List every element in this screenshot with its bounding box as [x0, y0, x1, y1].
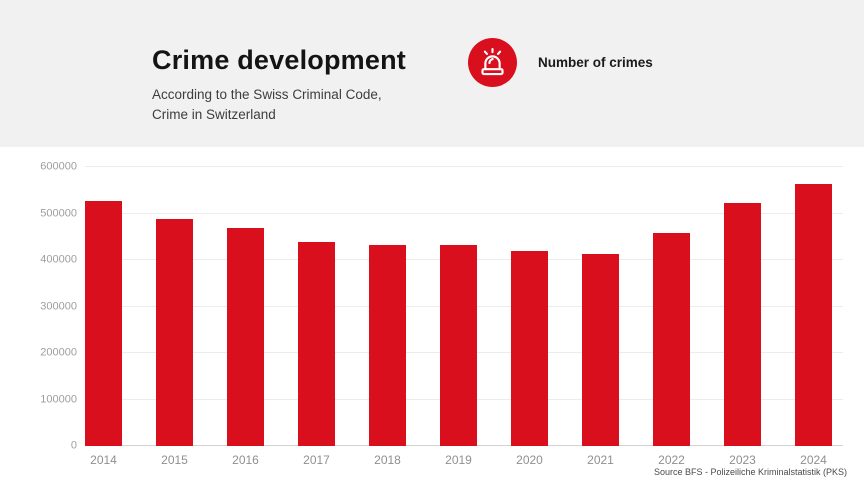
y-tick-label-600000: 600000 [40, 160, 77, 173]
bar-2015 [156, 219, 193, 446]
bar-2019 [440, 245, 477, 446]
x-tick-label-2022: 2022 [658, 453, 685, 467]
y-tick-label-400000: 400000 [40, 253, 77, 266]
page-subtitle-line2: Crime in Switzerland [152, 107, 276, 122]
y-tick-label-0: 0 [70, 439, 77, 452]
y-tick-label-300000: 300000 [40, 300, 77, 312]
bar-2021 [582, 253, 619, 446]
legend: Number of crimes [468, 38, 653, 87]
bar-2017 [298, 242, 335, 446]
bars-row [85, 167, 832, 446]
bar-2016 [227, 228, 264, 446]
x-tick-label-2016: 2016 [232, 453, 259, 467]
x-tick-label-2019: 2019 [445, 453, 472, 467]
bar-2022 [653, 233, 690, 446]
bar-2018 [369, 244, 406, 446]
legend-label: Number of crimes [538, 55, 653, 70]
y-axis-labels: 0 100000 200000 300000 400000 500000 600000 [0, 161, 77, 451]
x-tick-label-2024: 2024 [800, 453, 827, 467]
grid-line [85, 166, 843, 167]
chart-section: 0 100000 200000 300000 400000 500000 600000 20… [0, 147, 864, 486]
plot-area [85, 166, 843, 446]
header: Crime development According to the Swiss… [0, 0, 864, 147]
y-tick-label-200000: 200000 [40, 346, 77, 359]
x-tick-label-2015: 2015 [161, 453, 188, 467]
title-block: Crime development According to the Swiss… [152, 44, 406, 125]
bar-2023 [724, 202, 761, 446]
grid-line [85, 212, 843, 214]
y-tick-label-100000: 100000 [40, 393, 77, 405]
y-tick-label-500000: 500000 [40, 207, 77, 219]
x-tick-label-2020: 2020 [516, 453, 543, 467]
page-title: Crime development [152, 45, 406, 75]
bar-2020 [511, 250, 548, 446]
x-tick-label-2018: 2018 [374, 453, 401, 467]
x-axis-labels: 2014 2015 2016 2017 2018 2019 2020 2021 2022 2023… [85, 453, 832, 467]
x-tick-label-2014: 2014 [90, 453, 117, 467]
page-subtitle: According to the Swiss Criminal Code, Cr… [152, 85, 406, 125]
x-tick-label-2021: 2021 [587, 453, 614, 467]
source-note: Source BFS - Polizeiliche Kriminalstatis… [653, 467, 847, 477]
bar-2024 [795, 183, 832, 446]
bar-2014 [85, 201, 122, 446]
x-tick-label-2017: 2017 [303, 453, 330, 467]
page-subtitle-line1: According to the Swiss Criminal Code, [152, 87, 382, 102]
x-tick-label-2023: 2023 [729, 453, 756, 467]
siren-icon [468, 38, 517, 87]
legend-icon-circle [468, 38, 517, 87]
